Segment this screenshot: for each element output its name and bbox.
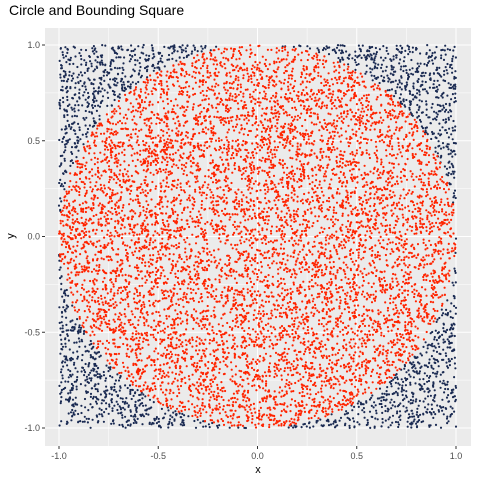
y-axis-title: y (5, 233, 17, 239)
x-axis-ticks: -1.0 -0.5 0.0 0.5 1.0 (51, 446, 462, 461)
y-tick-label: 0.0 (27, 232, 40, 242)
data-points (57, 43, 458, 430)
y-tick-label: 1.0 (27, 40, 40, 50)
points-inside-circle (58, 44, 457, 429)
y-tick-label: -0.5 (24, 327, 40, 337)
x-tick-label: -1.0 (51, 451, 67, 461)
chart-title: Circle and Bounding Square (9, 2, 184, 18)
x-tick-label: 0.0 (251, 451, 264, 461)
points-outside-circle (57, 43, 458, 430)
x-axis-title: x (255, 464, 261, 476)
y-tick-label: 0.5 (27, 136, 40, 146)
x-tick-label: -0.5 (150, 451, 166, 461)
x-tick-label: 1.0 (450, 451, 463, 461)
y-axis-ticks: -1.0 -0.5 0.0 0.5 1.0 (24, 40, 45, 433)
y-tick-label: -1.0 (24, 423, 40, 433)
x-tick-label: 0.5 (350, 451, 363, 461)
